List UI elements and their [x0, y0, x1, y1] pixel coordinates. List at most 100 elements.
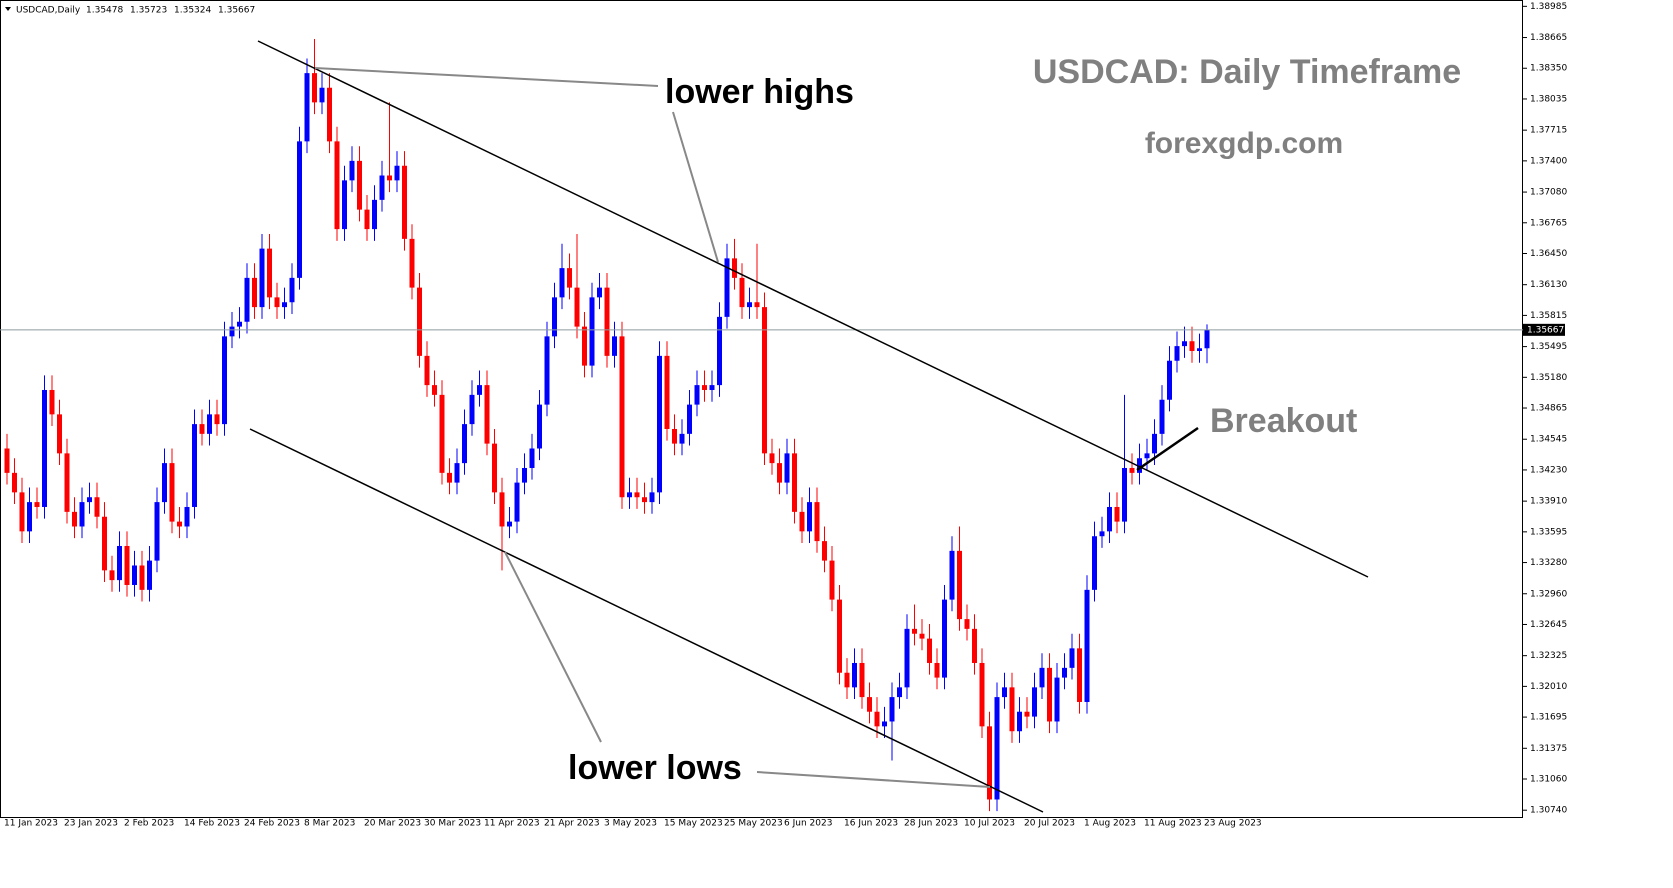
candle-body — [237, 321, 242, 327]
candle-body — [664, 355, 670, 429]
candle-body — [807, 502, 812, 532]
candle-body — [289, 277, 295, 303]
candle-body — [784, 453, 790, 483]
candle-body — [732, 258, 737, 278]
candle-body — [522, 467, 527, 483]
x-tick-label: 11 Apr 2023 — [484, 819, 540, 829]
candle-body — [964, 619, 970, 629]
y-tick-label: 1.36765 — [1530, 218, 1567, 228]
candle-body — [649, 492, 655, 503]
candle-body — [1084, 589, 1090, 702]
candle-body — [27, 502, 32, 532]
candle-body — [312, 73, 317, 103]
candle-body — [582, 326, 587, 366]
candle-body — [574, 287, 580, 327]
x-tick-label: 15 May 2023 — [664, 819, 723, 829]
y-tick-label: 1.34865 — [1530, 404, 1567, 414]
candle-body — [49, 389, 55, 415]
y-tick-label: 1.35495 — [1530, 342, 1567, 352]
candle-body — [229, 326, 235, 337]
candle-body — [1039, 667, 1045, 688]
y-tick-label: 1.31695 — [1530, 713, 1567, 723]
candle-body — [1159, 399, 1165, 434]
x-tick-label: 2 Feb 2023 — [124, 819, 174, 829]
candle-body — [604, 287, 610, 356]
upper-channel-line — [257, 40, 1369, 578]
y-tick-label: 1.36130 — [1530, 280, 1567, 290]
candle-body — [117, 545, 122, 581]
candle-body — [12, 472, 17, 493]
x-tick-label: 6 Jun 2023 — [784, 819, 832, 829]
y-tick-label: 1.31060 — [1530, 775, 1567, 785]
candle-body — [694, 385, 700, 405]
candle-body — [169, 463, 175, 522]
candle-body — [259, 248, 265, 308]
ohlc-low: 1.35324 — [174, 6, 211, 16]
candle-body — [417, 287, 422, 356]
candle-body — [454, 463, 460, 483]
candle-body — [544, 336, 550, 405]
candle-body — [822, 541, 827, 561]
y-tick-label: 1.34230 — [1530, 465, 1567, 475]
candle-body — [567, 268, 572, 288]
ohlc-open: 1.35478 — [86, 6, 123, 16]
candle-body — [769, 453, 775, 464]
candle-body — [267, 248, 272, 298]
y-tick-label: 1.34545 — [1530, 435, 1567, 445]
plot-frame — [0, 0, 1523, 818]
candle-body — [1069, 648, 1075, 668]
candle-body — [499, 492, 505, 527]
symbol: USDCAD,Daily — [16, 6, 81, 16]
x-tick-label: 11 Aug 2023 — [1144, 819, 1202, 829]
candle-body — [994, 697, 1000, 800]
candle-body — [919, 633, 925, 639]
candle-body — [162, 463, 167, 503]
x-tick-label: 16 Jun 2023 — [844, 819, 898, 829]
header-icon — [5, 7, 11, 11]
x-tick-label: 20 Mar 2023 — [364, 819, 421, 829]
candle-body — [799, 511, 805, 532]
candle-body — [1062, 667, 1067, 678]
candle-body — [154, 502, 160, 561]
candle-body — [559, 268, 565, 298]
candle-body — [657, 355, 662, 493]
candle-body — [1002, 687, 1007, 698]
candle-body — [537, 404, 542, 449]
candle-body — [777, 463, 782, 483]
candle-body — [477, 385, 482, 395]
candle-body — [882, 721, 887, 727]
lower-channel-line — [249, 428, 1044, 813]
y-tick-label: 1.32010 — [1530, 682, 1567, 692]
candle-body — [1107, 506, 1112, 532]
x-tick-label: 28 Jun 2023 — [904, 819, 958, 829]
candle-body — [507, 521, 512, 527]
x-tick-label: 23 Aug 2023 — [1204, 819, 1262, 829]
annotation: Breakout — [1210, 402, 1357, 440]
x-tick-label: 20 Jul 2023 — [1024, 819, 1075, 829]
candle-body — [439, 394, 445, 473]
x-tick-label: 30 Mar 2023 — [424, 819, 481, 829]
candle-body — [687, 404, 692, 434]
candle-body — [679, 433, 685, 444]
candle-body — [942, 599, 947, 678]
candle-body — [372, 199, 377, 230]
candle-body — [634, 492, 640, 498]
candle-body — [927, 638, 932, 663]
candle-body — [552, 297, 557, 337]
candle-body — [109, 570, 115, 581]
candle-body — [124, 545, 130, 585]
candle-body — [717, 316, 722, 386]
candle-body — [972, 628, 977, 663]
y-tick-label: 1.38665 — [1530, 33, 1567, 43]
y-tick-label: 1.38350 — [1530, 64, 1567, 74]
candle-body — [462, 424, 467, 464]
candle-body — [702, 385, 707, 390]
y-tick-label: 1.32645 — [1530, 620, 1567, 630]
chart-title: USDCAD: Daily Timeframe — [1033, 53, 1461, 91]
candle-body — [177, 521, 182, 527]
candle-body — [1009, 687, 1015, 732]
candle-body — [147, 560, 152, 590]
x-tick-label: 3 May 2023 — [604, 819, 657, 829]
candle-body — [672, 428, 677, 444]
